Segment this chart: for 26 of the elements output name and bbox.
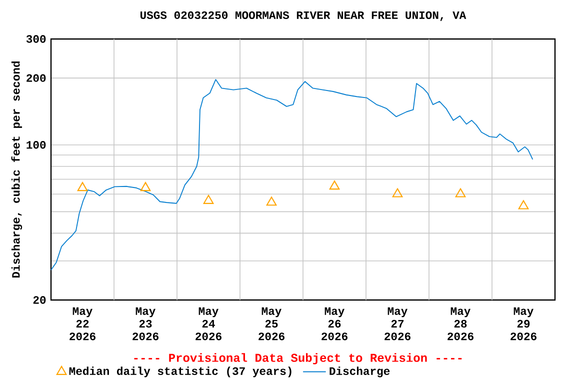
x-tick-label: May 29 2026 bbox=[510, 307, 536, 340]
point bbox=[203, 194, 214, 204]
x-tick-label: May 27 2026 bbox=[384, 307, 410, 340]
x-tick-label: May 26 2026 bbox=[322, 307, 348, 340]
chart-title: USGS 02032250 MOORMANS RIVER NEAR FREE UNION, VA bbox=[140, 11, 466, 21]
point bbox=[455, 188, 466, 198]
point bbox=[266, 196, 277, 206]
y-tick-label: 200 bbox=[26, 74, 46, 82]
y-tick-label: 20 bbox=[33, 296, 46, 304]
x-tick-label: May 22 2026 bbox=[70, 307, 96, 340]
x-tick-label: May 23 2026 bbox=[132, 307, 158, 340]
point bbox=[329, 180, 340, 190]
point bbox=[77, 182, 88, 192]
line-series bbox=[50, 79, 534, 270]
y-axis-title: Discharge, cubic feet per second bbox=[11, 61, 22, 278]
legend-label: Discharge bbox=[330, 366, 390, 378]
point bbox=[140, 182, 151, 192]
x-tick-label: May 25 2026 bbox=[258, 307, 284, 340]
y-tick-label: 300 bbox=[26, 35, 46, 43]
point bbox=[518, 200, 529, 210]
x-tick-label: May 28 2026 bbox=[448, 307, 474, 340]
text: ---- Provisional Data Subject to Revision ---- bbox=[134, 353, 462, 364]
legend-label: Median daily statistic (37 years) bbox=[69, 366, 292, 378]
y-tick-label: 100 bbox=[26, 141, 46, 149]
point bbox=[392, 188, 403, 198]
x-tick-label: May 24 2026 bbox=[196, 307, 222, 340]
